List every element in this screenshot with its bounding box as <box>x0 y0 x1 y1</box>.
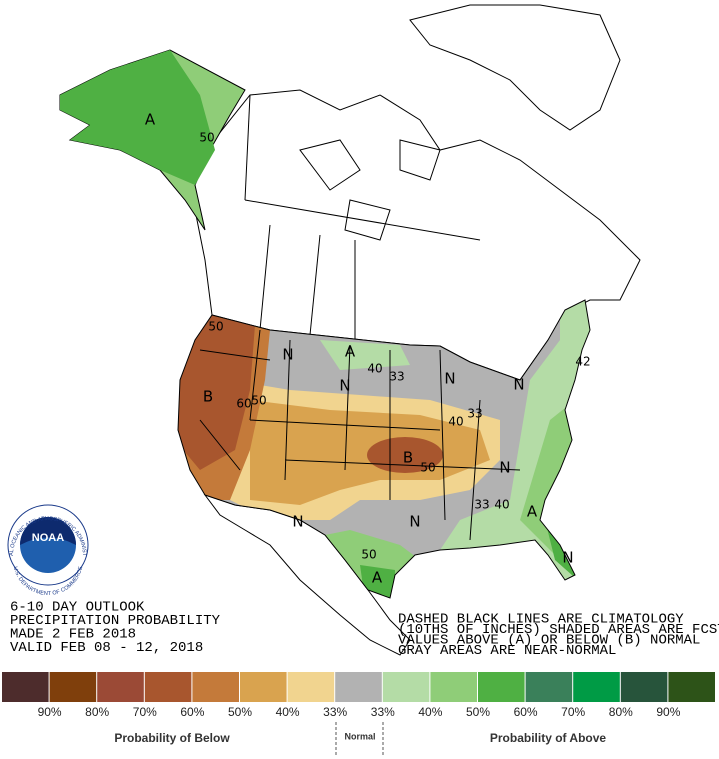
outlook-line: 6-10 DAY OUTLOOK <box>10 600 145 616</box>
contour-label: 33 <box>467 407 482 421</box>
contour-label: 33 <box>389 370 404 384</box>
legend-normal-title: Normal <box>344 731 375 741</box>
category-letter: A <box>145 111 156 129</box>
legend-swatch <box>525 672 573 702</box>
notes-text: DASHED BLACK LINES ARE CLIMATOLOGY(10THS… <box>398 612 719 660</box>
legend-swatch <box>668 672 715 702</box>
legend-below-title: Probability of Below <box>114 731 230 745</box>
logo-ring-top: NATIONAL OCEANIC AND ATMOSPHERIC ADMINIS… <box>0 0 87 557</box>
category-letter: A <box>372 569 383 587</box>
legend-swatch <box>382 672 430 702</box>
contour-label: 50 <box>208 320 223 334</box>
contour-label: 40 <box>494 498 509 512</box>
contour-label: 40 <box>448 415 463 429</box>
contour-label: 50 <box>420 461 435 475</box>
legend-swatch <box>573 672 620 702</box>
category-letter: B <box>403 449 413 467</box>
contour-label: 33 <box>474 498 489 512</box>
legend-label: 50% <box>466 705 490 719</box>
category-letter: N <box>562 549 573 567</box>
logo-text: NOAA <box>32 532 64 544</box>
legend-label: 40% <box>276 705 300 719</box>
alaska <box>59 49 246 231</box>
outlook-line: MADE 2 FEB 2018 <box>10 627 136 643</box>
contour-label: 50 <box>361 548 376 562</box>
category-letter: N <box>499 459 510 477</box>
contour-label: 42 <box>575 355 590 369</box>
category-letter: N <box>339 377 350 395</box>
outlook-line: PRECIPITATION PROBABILITY <box>10 613 221 629</box>
category-letter: N <box>444 370 455 388</box>
legend-swatch <box>2 672 49 702</box>
legend-label: 80% <box>609 705 633 719</box>
legend-label: 60% <box>514 705 538 719</box>
category-letter: A <box>345 343 356 361</box>
outlook-line: VALID FEB 08 - 12, 2018 <box>10 640 203 656</box>
legend-label: 60% <box>180 705 204 719</box>
contour-label: 40 <box>367 362 382 376</box>
note-line: (10THS OF INCHES) SHADED AREAS ARE FCST <box>398 622 719 638</box>
category-letter: N <box>409 513 420 531</box>
legend-label: 70% <box>133 705 157 719</box>
legend-label: 70% <box>561 705 585 719</box>
note-line: GRAY AREAS ARE NEAR-NORMAL <box>398 643 616 659</box>
legend-swatch <box>335 672 382 702</box>
land-outlines <box>189 4 641 656</box>
legend-swatch <box>240 672 287 702</box>
legend-swatch <box>478 672 525 702</box>
legend-swatch <box>287 672 335 702</box>
legend-label: 90% <box>38 705 62 719</box>
legend-label: 33% <box>323 705 347 719</box>
legend-label: 33% <box>371 705 395 719</box>
legend-above-title: Probability of Above <box>490 731 607 745</box>
legend-label: 90% <box>656 705 680 719</box>
category-letter: N <box>282 346 293 364</box>
state-lines <box>177 299 591 599</box>
logo-ring-top-path: NATIONAL OCEANIC AND ATMOSPHERIC ADMINIS… <box>0 0 87 557</box>
legend-swatch <box>192 672 239 702</box>
contour-label: 60 <box>236 397 251 411</box>
legend: Probability of Below Normal Probability … <box>2 672 715 755</box>
legend-label: 50% <box>228 705 252 719</box>
legend-swatch <box>430 672 477 702</box>
category-letter: B <box>203 388 213 406</box>
category-letter: N <box>513 376 524 394</box>
category-letter: A <box>527 503 538 521</box>
legend-swatch <box>49 672 97 702</box>
contour-label: 50 <box>251 394 266 408</box>
legend-swatch <box>144 672 192 702</box>
legend-swatch <box>97 672 144 702</box>
note-line: VALUES ABOVE (A) OR BELOW (B) NORMAL <box>398 633 700 649</box>
legend-label: 80% <box>85 705 109 719</box>
category-letter: N <box>292 513 303 531</box>
contour-label: 50 <box>199 131 214 145</box>
note-line: DASHED BLACK LINES ARE CLIMATOLOGY <box>398 612 684 628</box>
legend-swatch <box>620 672 668 702</box>
legend-label: 40% <box>418 705 442 719</box>
